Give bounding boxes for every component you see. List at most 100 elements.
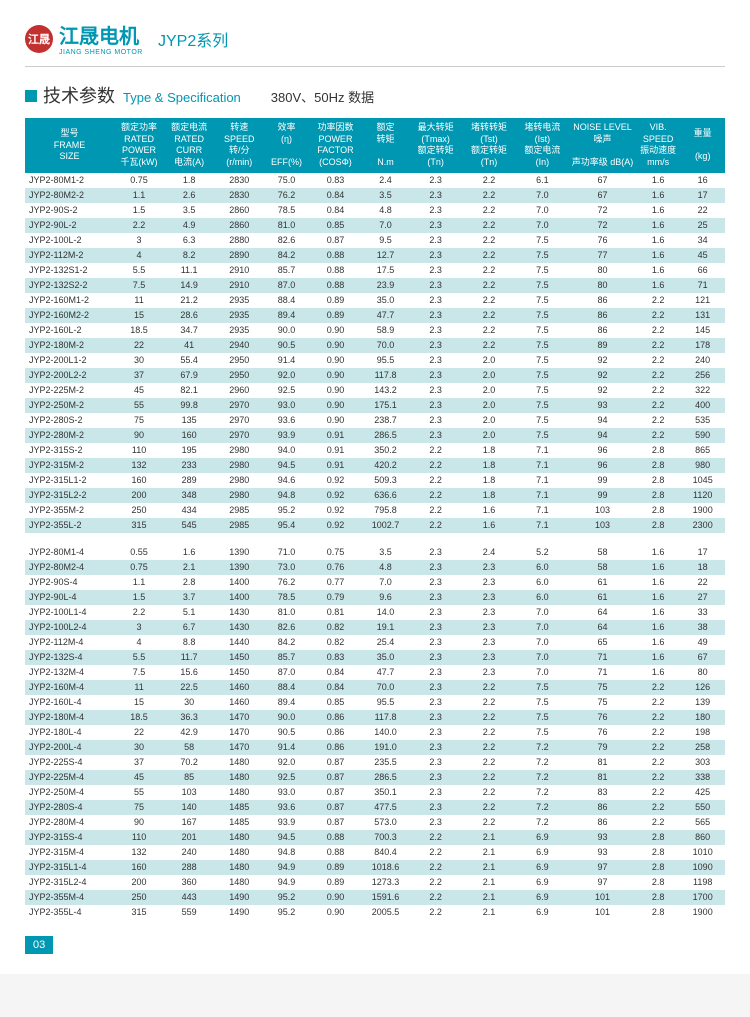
logo-icon: 江晟 <box>25 25 53 53</box>
table-cell: 70.0 <box>362 338 409 353</box>
table-cell: 94.0 <box>264 443 309 458</box>
table-cell: 2.2 <box>636 680 681 695</box>
table-cell: 1485 <box>214 800 264 815</box>
table-cell: 315 <box>114 905 164 920</box>
table-cell: 1.6 <box>636 218 681 233</box>
table-cell: 7.1 <box>516 518 569 533</box>
table-cell: 94.5 <box>264 830 309 845</box>
table-cell: 117.8 <box>362 710 409 725</box>
table-cell: 9.6 <box>362 590 409 605</box>
table-cell: 71 <box>680 278 725 293</box>
table-cell: JYP2-132S-4 <box>25 650 114 665</box>
table-cell: 200 <box>114 488 164 503</box>
table-cell: 2.1 <box>462 845 515 860</box>
table-cell: 6.9 <box>516 890 569 905</box>
table-header: 型号FRAMESIZE额定功率RATEDPOWER千瓦(kW)额定电流RATED… <box>25 118 725 173</box>
table-cell: 77 <box>569 248 636 263</box>
table-cell: 2.2 <box>636 710 681 725</box>
table-cell: 322 <box>680 383 725 398</box>
table-cell: 1.5 <box>114 203 164 218</box>
table-cell: 198 <box>680 725 725 740</box>
table-cell: 160 <box>164 428 214 443</box>
table-cell: 2.2 <box>462 248 515 263</box>
table-cell: 1460 <box>214 695 264 710</box>
table-row: JYP2-315L2-2200348298094.80.92636.62.21.… <box>25 488 725 503</box>
table-cell: 2.3 <box>409 695 462 710</box>
table-cell: 178 <box>680 338 725 353</box>
table-cell: JYP2-90S-4 <box>25 575 114 590</box>
table-cell: 2.3 <box>409 635 462 650</box>
table-cell: 7.1 <box>516 443 569 458</box>
table-cell: 7.5 <box>516 695 569 710</box>
table-cell: 2.2 <box>462 680 515 695</box>
column-header: 最大转矩(Tmax)额定转矩(Tn) <box>409 118 462 173</box>
table-cell: 7.5 <box>516 710 569 725</box>
table-cell: 980 <box>680 458 725 473</box>
table-cell: 86 <box>569 323 636 338</box>
series-label: JYP2系列 <box>158 27 228 51</box>
table-row: JYP2-315L1-2160289298094.60.92509.32.21.… <box>25 473 725 488</box>
table-cell: 132 <box>114 458 164 473</box>
table-cell: 3.5 <box>164 203 214 218</box>
section-title-en: Type & Specification <box>123 90 241 105</box>
table-cell: 91.4 <box>264 740 309 755</box>
column-header: 额定功率RATEDPOWER千瓦(kW) <box>114 118 164 173</box>
table-cell: 2.2 <box>636 383 681 398</box>
table-cell: 0.92 <box>309 473 362 488</box>
table-cell: 2.2 <box>462 815 515 830</box>
table-cell: 6.9 <box>516 875 569 890</box>
table-cell: 72 <box>569 203 636 218</box>
table-cell: 1.1 <box>114 188 164 203</box>
table-cell: 6.1 <box>516 173 569 188</box>
table-cell: JYP2-132M-4 <box>25 665 114 680</box>
table-cell: 2.3 <box>409 383 462 398</box>
table-cell: 90.5 <box>264 725 309 740</box>
table-cell: 7.5 <box>516 263 569 278</box>
table-cell: 95.5 <box>362 695 409 710</box>
table-cell: 7.0 <box>362 575 409 590</box>
table-cell: 2.4 <box>462 545 515 560</box>
table-cell: 0.90 <box>309 368 362 383</box>
table-cell: 2860 <box>214 203 264 218</box>
table-cell: 94.6 <box>264 473 309 488</box>
table-cell: 2.1 <box>462 875 515 890</box>
table-cell: 2980 <box>214 458 264 473</box>
table-cell: 82.1 <box>164 383 214 398</box>
table-cell: 7.0 <box>516 188 569 203</box>
table-cell: JYP2-200L-4 <box>25 740 114 755</box>
table-cell: 1700 <box>680 890 725 905</box>
table-cell: 235.5 <box>362 755 409 770</box>
table-cell: 139 <box>680 695 725 710</box>
table-row: JYP2-80M2-21.12.6283076.20.843.52.32.27.… <box>25 188 725 203</box>
table-cell: 2.0 <box>462 383 515 398</box>
table-cell: 7.5 <box>516 383 569 398</box>
table-cell: 636.6 <box>362 488 409 503</box>
table-cell: 143.2 <box>362 383 409 398</box>
table-cell: 167 <box>164 815 214 830</box>
table-cell: 1.8 <box>462 458 515 473</box>
table-cell: 19.1 <box>362 620 409 635</box>
table-cell: 5.1 <box>164 605 214 620</box>
table-cell: 92 <box>569 368 636 383</box>
table-cell: 1.6 <box>636 575 681 590</box>
table-cell: 93.6 <box>264 413 309 428</box>
table-cell: 0.77 <box>309 575 362 590</box>
table-cell: 477.5 <box>362 800 409 815</box>
table-cell: 65 <box>569 635 636 650</box>
table-cell: 2.1 <box>462 830 515 845</box>
table-cell: 38 <box>680 620 725 635</box>
table-cell: 93 <box>569 398 636 413</box>
table-cell: 338 <box>680 770 725 785</box>
table-cell: 360 <box>164 875 214 890</box>
table-cell: 1480 <box>214 785 264 800</box>
table-cell: 0.91 <box>309 428 362 443</box>
table-cell: 1490 <box>214 905 264 920</box>
table-cell: 99 <box>569 473 636 488</box>
table-cell: 2.2 <box>462 770 515 785</box>
table-cell: 101 <box>569 905 636 920</box>
table-cell: 2.8 <box>636 458 681 473</box>
table-cell: 0.86 <box>309 725 362 740</box>
table-cell: 132 <box>114 845 164 860</box>
table-cell: 509.3 <box>362 473 409 488</box>
table-cell: 93.9 <box>264 815 309 830</box>
